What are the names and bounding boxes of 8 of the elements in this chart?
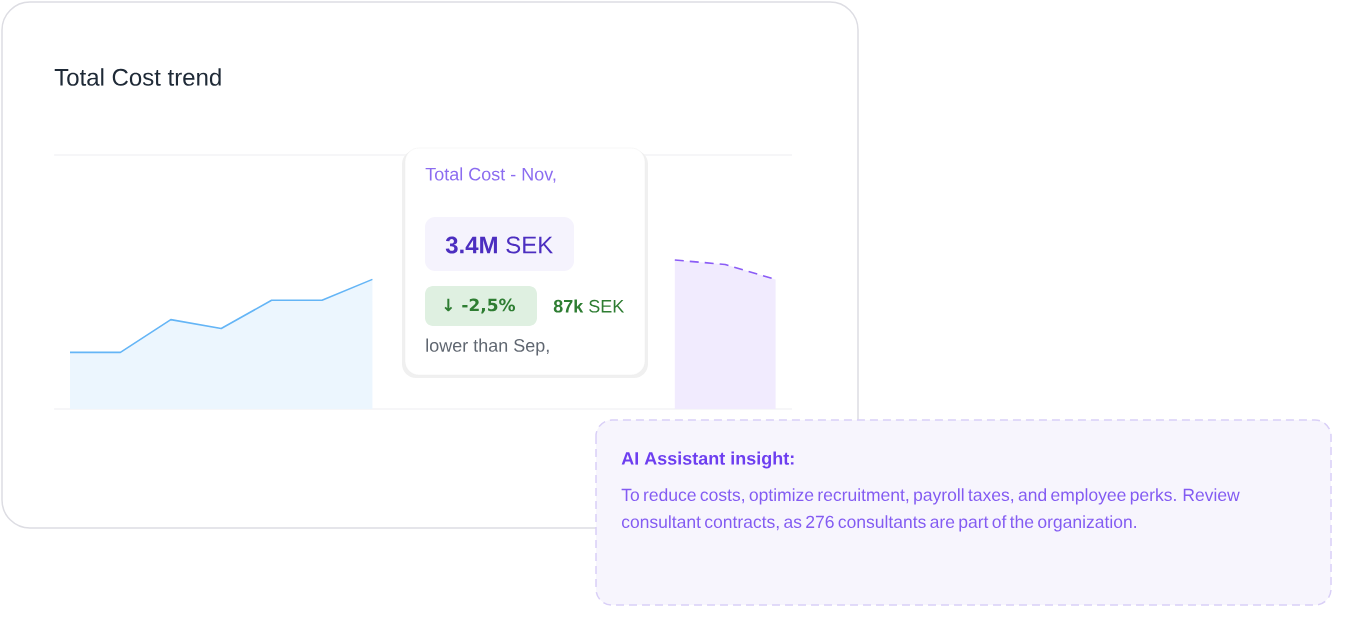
chart-title: Total Cost trend — [54, 68, 221, 86]
annotation: ↓ -2,5% — [444, 298, 516, 314]
text: To reduce costs, optimize recruitment, payroll taxes, and employee perks. Review consultant contracts, as 276 consultants are part of the organization. — [621, 488, 1240, 532]
text: Total Cost - Nov, — [425, 167, 556, 183]
annotation: lower than Sep, — [426, 338, 549, 356]
text: 3.4M SEK — [445, 236, 553, 254]
text: AI Assistant insight: — [621, 451, 794, 469]
annotation: 87k SEK — [553, 299, 625, 313]
